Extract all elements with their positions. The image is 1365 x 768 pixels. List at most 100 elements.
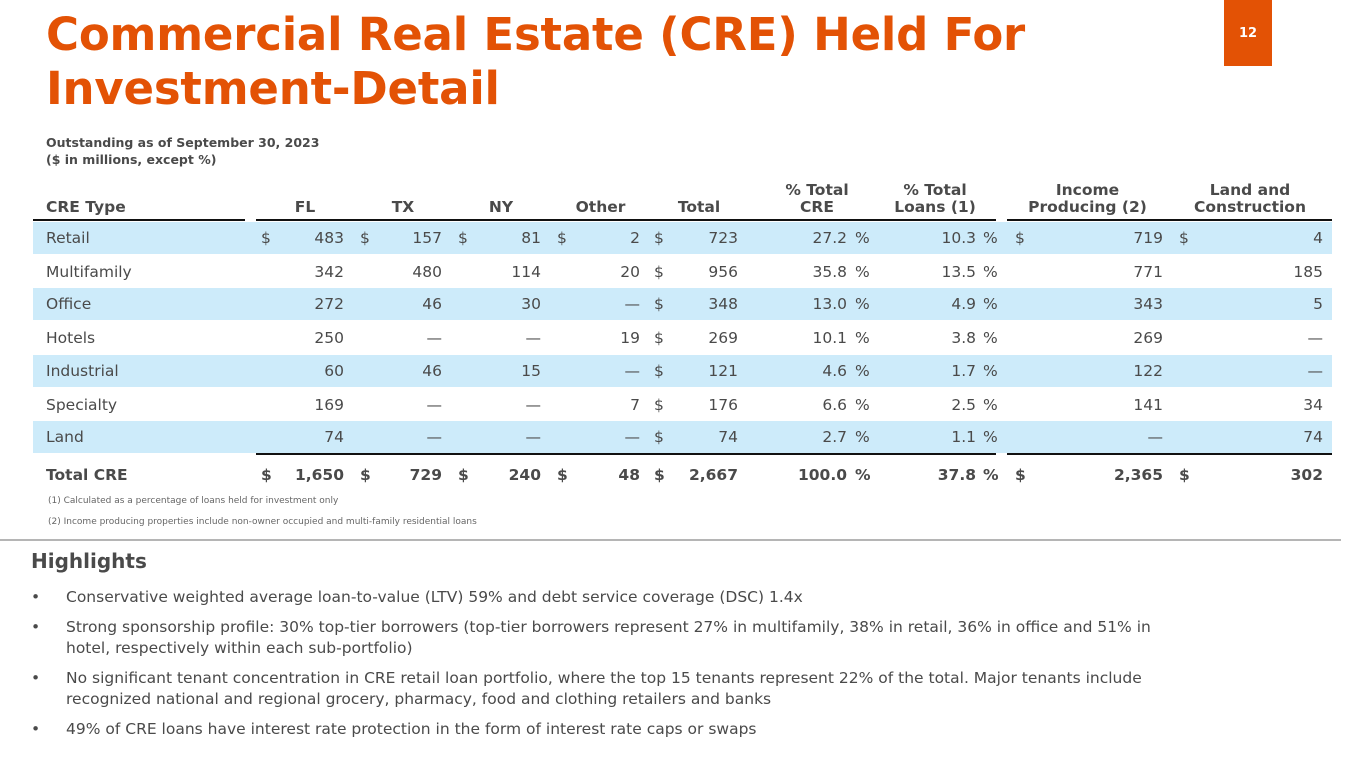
cell-income-producing: 719 bbox=[1133, 229, 1163, 247]
header-income-line1: Income bbox=[1055, 181, 1120, 199]
cell-total-currency: $ bbox=[654, 295, 664, 313]
cell-fl: 169 bbox=[314, 396, 344, 414]
cell-pct-loans-symbol: % bbox=[983, 362, 998, 380]
page-number: 12 bbox=[1238, 25, 1258, 41]
cell-total-currency: $ bbox=[654, 329, 664, 347]
cell-pct-total-loans: 1.7 bbox=[951, 362, 976, 380]
cell-fl: 1,650 bbox=[294, 466, 344, 484]
cell-fl: 342 bbox=[314, 263, 344, 281]
cell-tx: 46 bbox=[422, 295, 442, 313]
cell-cre-type: Land bbox=[46, 428, 84, 446]
cell-pct-loans-symbol: % bbox=[983, 229, 998, 247]
cell-land-construction: 74 bbox=[1303, 428, 1323, 446]
cell-total: 723 bbox=[708, 229, 738, 247]
cell-pct-cre-symbol: % bbox=[855, 229, 870, 247]
header-other: Other bbox=[575, 198, 626, 216]
cell-land-currency: $ bbox=[1179, 466, 1190, 484]
cell-pct-cre-symbol: % bbox=[855, 466, 871, 484]
cell-other: 20 bbox=[620, 263, 640, 281]
cell-total: 74 bbox=[718, 428, 738, 446]
cell-ny: 114 bbox=[511, 263, 541, 281]
cell-pct-total-cre: 4.6 bbox=[822, 362, 847, 380]
header-fl: FL bbox=[294, 198, 316, 216]
cell-tx-currency: $ bbox=[360, 466, 371, 484]
header-income-producing: Income Producing (2) bbox=[1010, 182, 1165, 216]
header-cre-type: CRE Type bbox=[46, 198, 126, 216]
table-row-hotels: Hotels 250 — — 19 $ 269 10.1 % 3.8 % 269… bbox=[33, 322, 1332, 354]
cell-tx: 157 bbox=[412, 229, 442, 247]
header-pct-loans-line2: Loans (1) bbox=[894, 198, 976, 216]
cell-fl-currency: $ bbox=[261, 466, 272, 484]
header-rule-type bbox=[33, 219, 245, 221]
cell-tx: — bbox=[426, 396, 443, 414]
cell-tx: — bbox=[426, 428, 443, 446]
table-row-multifamily: Multifamily 342 480 114 20 $ 956 35.8 % … bbox=[33, 256, 1332, 288]
cell-total: 956 bbox=[708, 263, 738, 281]
header-tx: TX bbox=[391, 198, 415, 216]
highlight-text: No significant tenant concentration in C… bbox=[66, 669, 1142, 687]
table-row-total: Total CRE $ 1,650 $ 729 $ 240 $ 48 $ 2,6… bbox=[33, 459, 1332, 491]
table-row-land: Land 74 — — — $ 74 2.7 % 1.1 % — 74 bbox=[33, 421, 1332, 453]
highlight-text: hotel, respectively within each sub-port… bbox=[66, 639, 413, 657]
cell-cre-type: Specialty bbox=[46, 396, 118, 414]
cell-pct-loans-symbol: % bbox=[983, 329, 998, 347]
total-rule-breakdown bbox=[1007, 453, 1332, 455]
cell-other: 48 bbox=[618, 466, 640, 484]
header-land-line2: Construction bbox=[1194, 198, 1306, 216]
cell-other-currency: $ bbox=[557, 229, 567, 247]
cell-total-currency: $ bbox=[654, 362, 664, 380]
header-ny: NY bbox=[488, 198, 514, 216]
title-line-1: Commercial Real Estate (CRE) Held For bbox=[46, 8, 1026, 61]
cell-ny-currency: $ bbox=[458, 229, 468, 247]
cell-income-producing: 122 bbox=[1133, 362, 1163, 380]
header-pct-total-cre: % Total CRE bbox=[768, 182, 866, 216]
cell-income-currency: $ bbox=[1015, 466, 1026, 484]
cell-ny: 15 bbox=[521, 362, 541, 380]
table-row-office: Office 272 46 30 — $ 348 13.0 % 4.9 % 34… bbox=[33, 288, 1332, 320]
cell-income-producing: — bbox=[1147, 428, 1164, 446]
cell-fl: 272 bbox=[314, 295, 344, 313]
cell-ny: 240 bbox=[508, 466, 541, 484]
cell-other: — bbox=[624, 428, 641, 446]
cell-land-construction: 5 bbox=[1313, 295, 1323, 313]
footnote-2: (2) Income producing properties include … bbox=[48, 517, 477, 527]
cell-pct-total-cre: 100.0 bbox=[797, 466, 847, 484]
cell-land-construction: 185 bbox=[1293, 263, 1323, 281]
cell-tx: 46 bbox=[422, 362, 442, 380]
header-pct-cre-line1: % Total bbox=[785, 181, 849, 199]
cell-total: 348 bbox=[708, 295, 738, 313]
cell-land-currency: $ bbox=[1179, 229, 1189, 247]
table-row-industrial: Industrial 60 46 15 — $ 121 4.6 % 1.7 % … bbox=[33, 355, 1332, 387]
highlight-item: Conservative weighted average loan-to-va… bbox=[66, 587, 1326, 608]
highlight-text: Strong sponsorship profile: 30% top-tier… bbox=[66, 618, 1151, 636]
cell-fl: 250 bbox=[314, 329, 344, 347]
cell-tx: 480 bbox=[412, 263, 442, 281]
cell-pct-total-cre: 2.7 bbox=[822, 428, 847, 446]
subtitle-date: Outstanding as of September 30, 2023 bbox=[46, 135, 320, 150]
cell-fl: 60 bbox=[324, 362, 344, 380]
cell-pct-cre-symbol: % bbox=[855, 295, 870, 313]
bullet-icon: • bbox=[31, 618, 41, 636]
cell-cre-type: Total CRE bbox=[46, 466, 128, 484]
cell-cre-type: Industrial bbox=[46, 362, 119, 380]
cell-pct-cre-symbol: % bbox=[855, 396, 870, 414]
section-divider bbox=[0, 539, 1341, 541]
cell-pct-loans-symbol: % bbox=[983, 263, 998, 281]
cell-total-currency: $ bbox=[654, 466, 665, 484]
header-income-line2: Producing (2) bbox=[1028, 198, 1147, 216]
cell-land-construction: — bbox=[1307, 362, 1324, 380]
cell-pct-total-cre: 13.0 bbox=[812, 295, 847, 313]
title-line-2: Investment-Detail bbox=[46, 62, 500, 115]
cell-tx: — bbox=[426, 329, 443, 347]
cell-ny: — bbox=[525, 329, 542, 347]
cell-fl: 74 bbox=[324, 428, 344, 446]
header-pct-total-loans: % Total Loans (1) bbox=[884, 182, 986, 216]
cell-pct-total-loans: 2.5 bbox=[951, 396, 976, 414]
cell-other: 2 bbox=[630, 229, 640, 247]
cell-pct-total-loans: 4.9 bbox=[951, 295, 976, 313]
page-title: Commercial Real Estate (CRE) Held For In… bbox=[46, 8, 1196, 116]
bullet-icon: • bbox=[31, 588, 41, 606]
cell-total: 269 bbox=[708, 329, 738, 347]
cell-other: — bbox=[624, 295, 641, 313]
cell-total-currency: $ bbox=[654, 229, 664, 247]
